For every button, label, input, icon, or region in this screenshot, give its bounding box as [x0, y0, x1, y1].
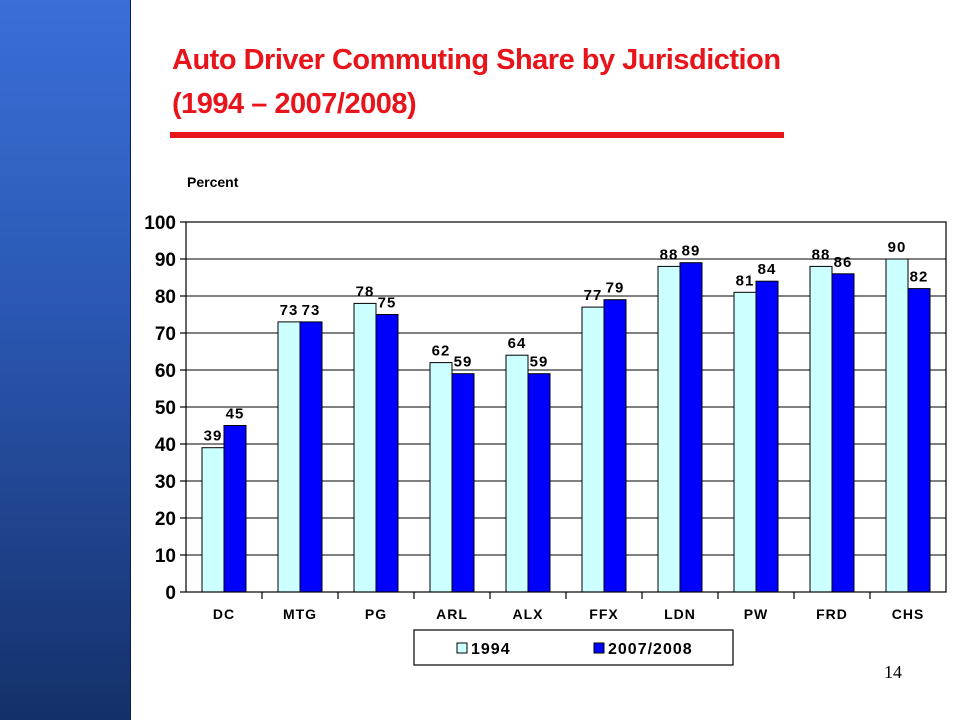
data-label: 75 [378, 295, 397, 312]
legend-label: 1994 [471, 641, 511, 658]
bar-arl-1994 [429, 362, 453, 593]
bar-pg-1994 [353, 302, 377, 593]
y-axis: 0 10 20 30 40 50 60 70 80 90 100 [144, 213, 186, 604]
bar-mtg-2007-2008 [299, 321, 323, 593]
title-underline [170, 132, 784, 138]
y-tick-label: 50 [155, 398, 176, 419]
data-label: 78 [356, 283, 375, 300]
x-tick-label: CHS [892, 606, 925, 622]
y-tick-label: 90 [155, 250, 176, 271]
data-label: 88 [812, 246, 831, 263]
x-tick-label: MTG [283, 606, 317, 622]
bar-alx-1994 [505, 354, 529, 593]
x-tick-label: ARL [436, 606, 468, 622]
bar-dc-2007-2008 [223, 425, 247, 593]
data-label: 62 [432, 343, 451, 360]
bar-ldn-1994 [657, 265, 681, 593]
bar-frd-2007-2008 [831, 273, 855, 593]
y-axis-label: Percent [187, 174, 239, 190]
bar-chs-2007-2008 [907, 288, 931, 593]
bar-pw-1994 [733, 291, 757, 593]
bars [201, 258, 931, 593]
legend: 1994 2007/2008 [413, 629, 734, 666]
slide-title-line-1: Auto Driver Commuting Share by Jurisdict… [172, 44, 781, 76]
bar-frd-1994 [809, 265, 833, 593]
legend-swatch [456, 642, 468, 654]
data-label: 59 [530, 354, 549, 371]
y-tick-label: 20 [155, 509, 176, 530]
slide-title-line-2: (1994 – 2007/2008) [172, 88, 417, 120]
x-tick-label: FFX [589, 606, 618, 622]
x-tick-label: PG [365, 606, 387, 622]
bar-chs-1994 [885, 258, 909, 593]
slide-title: Auto Driver Commuting Share by Jurisdict… [172, 38, 912, 126]
bar-pw-2007-2008 [755, 280, 779, 593]
x-axis: DC MTG PG ARL ALX FFX LDN PW FRD CHS [213, 592, 925, 622]
legend-label: 2007/2008 [608, 641, 693, 658]
legend-swatch [593, 642, 605, 654]
bar-ffx-2007-2008 [603, 299, 627, 593]
x-tick-label: DC [213, 606, 235, 622]
y-tick-label: 10 [155, 546, 176, 567]
x-tick-label: LDN [664, 606, 696, 622]
data-label: 45 [226, 406, 245, 423]
x-tick-label: ALX [513, 606, 544, 622]
slide-sidebar [0, 0, 131, 720]
data-label: 81 [736, 272, 755, 289]
data-label: 59 [454, 354, 473, 371]
data-label: 84 [758, 261, 777, 278]
x-tick-label: PW [744, 606, 769, 622]
data-label: 88 [660, 246, 679, 263]
data-label: 90 [888, 239, 907, 256]
data-label: 79 [606, 280, 625, 297]
y-tick-label: 0 [165, 583, 176, 604]
y-tick-label: 30 [155, 472, 176, 493]
data-label: 39 [204, 428, 223, 445]
bar-mtg-1994 [277, 321, 301, 593]
bar-ldn-2007-2008 [679, 262, 703, 593]
data-label: 82 [910, 269, 929, 286]
page-number: 14 [884, 662, 902, 682]
bar-alx-2007-2008 [527, 373, 551, 593]
y-tick-label: 100 [144, 213, 176, 234]
y-tick-label: 40 [155, 435, 176, 456]
data-label: 86 [834, 254, 853, 271]
data-label: 77 [584, 287, 603, 304]
data-label: 73 [280, 302, 299, 319]
data-label: 64 [508, 335, 527, 352]
y-tick-label: 70 [155, 324, 176, 345]
bar-dc-1994 [201, 447, 225, 593]
x-tick-label: FRD [816, 606, 848, 622]
data-label: 89 [682, 243, 701, 260]
y-tick-label: 80 [155, 287, 176, 308]
data-label: 73 [302, 302, 321, 319]
y-tick-label: 60 [155, 361, 176, 382]
bar-ffx-1994 [581, 306, 605, 593]
bar-pg-2007-2008 [375, 314, 399, 593]
bar-arl-2007-2008 [451, 373, 475, 593]
